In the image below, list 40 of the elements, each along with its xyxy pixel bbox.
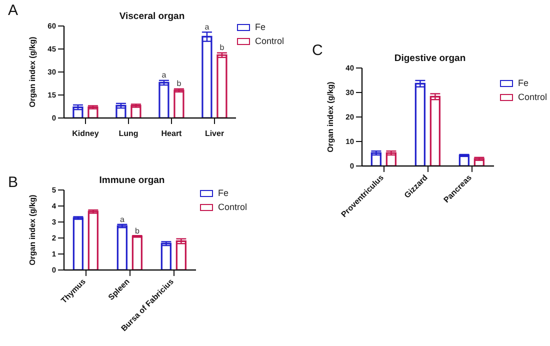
legend-label: Fe [518, 78, 529, 88]
bar [216, 54, 228, 118]
x-tick-label: Heart [161, 129, 182, 138]
bar [414, 82, 426, 166]
bar [116, 225, 128, 270]
annotation: a [162, 70, 167, 80]
bar [202, 36, 212, 118]
bar [132, 236, 142, 270]
bar [174, 90, 184, 118]
chart-title: Immune organ [99, 175, 165, 186]
bar [386, 152, 396, 166]
annotation: b [220, 43, 225, 52]
text: C [312, 42, 323, 59]
x-tick-label: Liver [204, 129, 224, 138]
chart-title: Digestive organ [394, 53, 466, 64]
legend-label: Control [218, 202, 248, 212]
bar [430, 96, 440, 166]
bar [72, 217, 84, 270]
bar [88, 210, 98, 270]
annotation: b [134, 226, 140, 236]
annotation: b [176, 79, 182, 88]
y-axis-title: Organ index (g/kg) [28, 36, 37, 108]
chart-title: Visceral organ [119, 11, 185, 22]
x-tick-label: Lung [118, 129, 138, 138]
annotation: a [120, 215, 125, 224]
text: B [8, 174, 18, 191]
bar [160, 242, 172, 270]
legend-label: Control [518, 92, 548, 102]
bar [158, 82, 170, 118]
x-tick-label: Kidney [72, 129, 100, 138]
bar [116, 104, 126, 118]
y-axis-title: Organ index (g/kg) [28, 194, 37, 266]
annotation: a [204, 22, 210, 32]
legend-label: Control [255, 36, 284, 46]
text: A [8, 2, 18, 19]
legend-label: Fe [255, 22, 266, 32]
bar [370, 152, 382, 166]
bar [176, 240, 186, 270]
legend-label: Fe [218, 188, 229, 198]
y-axis-title: Organ index (g/kg) [326, 81, 335, 152]
